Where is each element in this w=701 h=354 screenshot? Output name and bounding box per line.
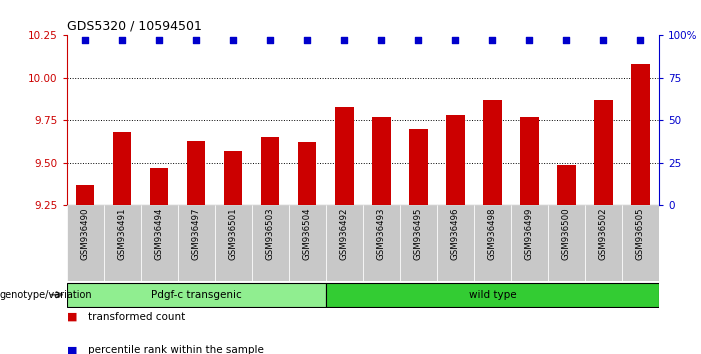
Text: GSM936504: GSM936504 [303, 207, 312, 260]
Bar [224, 151, 243, 205]
Bar [187, 141, 205, 205]
Bar [67, 283, 326, 307]
Point [486, 38, 498, 43]
Text: GSM936490: GSM936490 [81, 207, 90, 260]
Bar [363, 205, 400, 281]
Bar [400, 205, 437, 281]
Text: GSM936500: GSM936500 [562, 207, 571, 260]
Text: GSM936501: GSM936501 [229, 207, 238, 260]
Text: genotype/variation: genotype/variation [0, 290, 93, 300]
Point [450, 38, 461, 43]
Point [301, 38, 313, 43]
Text: ■: ■ [67, 345, 77, 354]
Point [561, 38, 572, 43]
Bar [261, 137, 280, 205]
Text: GSM936497: GSM936497 [191, 207, 200, 260]
Bar [446, 115, 465, 205]
Text: GSM936505: GSM936505 [636, 207, 645, 260]
Text: ■: ■ [67, 312, 77, 321]
Point [635, 38, 646, 43]
Text: GSM936491: GSM936491 [118, 207, 127, 260]
Bar [511, 205, 548, 281]
Bar [252, 205, 289, 281]
Bar [483, 100, 502, 205]
Bar [520, 117, 538, 205]
Bar [298, 142, 316, 205]
Bar [76, 185, 95, 205]
Bar [335, 107, 353, 205]
Point [376, 38, 387, 43]
Text: percentile rank within the sample: percentile rank within the sample [88, 345, 264, 354]
Bar [177, 205, 215, 281]
Bar [372, 117, 390, 205]
Bar [150, 168, 168, 205]
Point [191, 38, 202, 43]
Bar [474, 205, 511, 281]
Bar [585, 205, 622, 281]
Bar [289, 205, 326, 281]
Bar [326, 283, 659, 307]
Bar [594, 100, 613, 205]
Bar [326, 205, 363, 281]
Text: GSM936502: GSM936502 [599, 207, 608, 260]
Text: wild type: wild type [468, 290, 516, 300]
Point [264, 38, 275, 43]
Bar [548, 205, 585, 281]
Text: GSM936498: GSM936498 [488, 207, 497, 260]
Bar [631, 64, 650, 205]
Bar [622, 205, 659, 281]
Point [154, 38, 165, 43]
Point [116, 38, 128, 43]
Text: GSM936499: GSM936499 [525, 207, 534, 260]
Point [339, 38, 350, 43]
Point [79, 38, 90, 43]
Text: GSM936494: GSM936494 [155, 207, 163, 260]
Point [228, 38, 239, 43]
Bar [409, 129, 428, 205]
Text: GSM936496: GSM936496 [451, 207, 460, 260]
Text: GSM936503: GSM936503 [266, 207, 275, 260]
Text: GDS5320 / 10594501: GDS5320 / 10594501 [67, 20, 201, 33]
Bar [67, 205, 104, 281]
Point [598, 38, 609, 43]
Bar [557, 165, 576, 205]
Text: transformed count: transformed count [88, 312, 185, 321]
Point [524, 38, 535, 43]
Text: GSM936495: GSM936495 [414, 207, 423, 260]
Bar [437, 205, 474, 281]
Text: GSM936492: GSM936492 [340, 207, 349, 260]
Bar [104, 205, 141, 281]
Bar [141, 205, 177, 281]
Bar [113, 132, 131, 205]
Point [413, 38, 424, 43]
Text: GSM936493: GSM936493 [376, 207, 386, 260]
Text: Pdgf-c transgenic: Pdgf-c transgenic [151, 290, 242, 300]
Bar [215, 205, 252, 281]
